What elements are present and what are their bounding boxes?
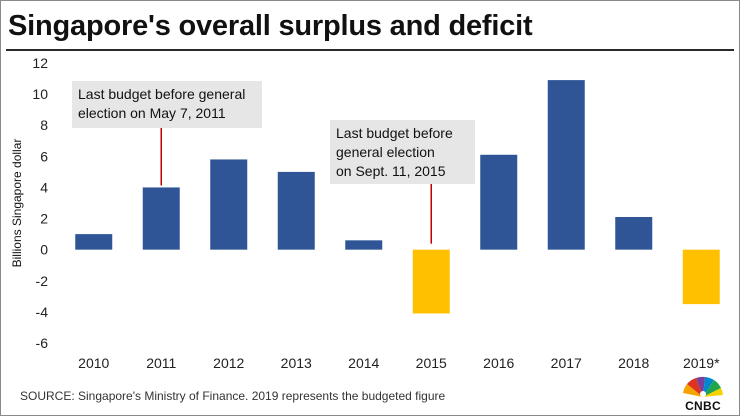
y-tick-label: -4 [36, 304, 49, 320]
x-tick-label: 2015 [416, 355, 447, 371]
x-axis-ticks: 2010 2011 2012 2013 2014 2015 2016 2017 2018 2019… [78, 355, 720, 371]
annotation-2015: Last budget before general election on Sep… [330, 120, 475, 244]
y-tick-label: 0 [40, 242, 48, 258]
bar-2017 [547, 80, 585, 250]
y-tick-label: 10 [32, 86, 48, 102]
bar-2019 [682, 249, 720, 305]
x-tick-label: 2012 [213, 355, 244, 371]
bar-2010 [75, 234, 113, 250]
y-axis-label: Billions Singapore dollar [10, 139, 24, 268]
x-tick-label: 2013 [281, 355, 312, 371]
y-tick-label: 2 [40, 211, 48, 227]
cnbc-peacock-icon [683, 376, 723, 397]
x-tick-label: 2018 [618, 355, 649, 371]
x-tick-label: 2017 [551, 355, 582, 371]
y-tick-label: -6 [36, 335, 49, 351]
bar-2016 [480, 154, 518, 250]
y-tick-label: -2 [36, 273, 49, 289]
bar-2018 [615, 217, 653, 250]
bar-chart: 12 10 8 6 4 2 0 -2 -4 -6 2010 2011 2012 2013 2014 2015… [10, 55, 720, 371]
x-tick-label: 2016 [483, 355, 514, 371]
bar-2014 [345, 240, 383, 250]
annotation-text: election on May 7, 2011 [78, 105, 226, 121]
annotations: Last budget before general election on Ma… [72, 81, 475, 244]
annotation-text: Last budget before [336, 125, 453, 141]
annotation-text: on Sept. 11, 2015 [336, 163, 446, 179]
logo-wordmark: CNBC [685, 399, 721, 413]
y-tick-label: 4 [40, 179, 48, 195]
bars [75, 80, 720, 314]
x-tick-label: 2014 [348, 355, 379, 371]
bar-2015 [412, 249, 450, 314]
annotation-2011: Last budget before general election on Ma… [72, 81, 262, 186]
y-tick-label: 12 [32, 55, 48, 71]
y-axis-ticks: 12 10 8 6 4 2 0 -2 -4 -6 [32, 55, 48, 351]
annotation-box [72, 81, 262, 128]
bar-2013 [277, 171, 315, 250]
x-tick-label: 2019* [683, 355, 720, 371]
bar-2012 [210, 159, 248, 250]
bar-2011 [142, 187, 180, 250]
annotation-text: Last budget before general [78, 86, 245, 102]
annotation-box [330, 120, 475, 184]
title-divider [6, 49, 734, 51]
chart-title: Singapore's overall surplus and deficit [8, 10, 533, 42]
x-tick-label: 2010 [78, 355, 109, 371]
annotation-text: general election [336, 144, 435, 160]
source-note: SOURCE: Singapore's Ministry of Finance.… [20, 389, 446, 403]
x-tick-label: 2011 [146, 355, 176, 371]
y-tick-label: 6 [40, 148, 48, 164]
y-tick-label: 8 [40, 117, 48, 133]
